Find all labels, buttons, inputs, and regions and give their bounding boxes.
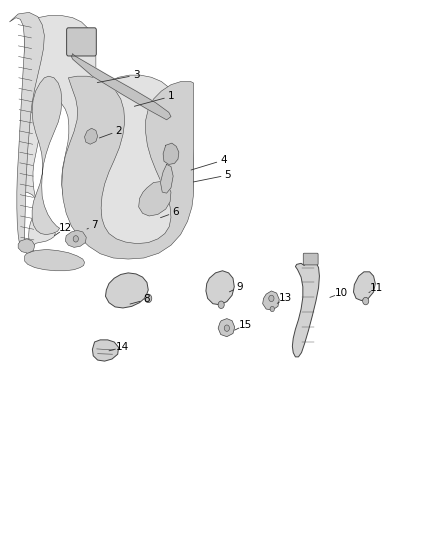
Polygon shape — [62, 76, 194, 259]
Text: 1: 1 — [168, 91, 174, 101]
Circle shape — [145, 294, 152, 303]
FancyBboxPatch shape — [303, 253, 318, 265]
Circle shape — [269, 295, 274, 302]
Polygon shape — [139, 181, 171, 216]
Polygon shape — [160, 165, 173, 193]
Text: 4: 4 — [220, 155, 227, 165]
Polygon shape — [292, 260, 319, 357]
Polygon shape — [218, 319, 235, 337]
FancyBboxPatch shape — [67, 28, 96, 56]
Polygon shape — [18, 239, 35, 253]
Text: 10: 10 — [335, 288, 348, 298]
Text: 9: 9 — [237, 282, 243, 292]
Polygon shape — [25, 15, 194, 247]
Text: 6: 6 — [172, 207, 179, 217]
Polygon shape — [106, 273, 148, 308]
Polygon shape — [25, 249, 85, 271]
Text: 15: 15 — [239, 320, 252, 330]
Text: 8: 8 — [144, 294, 150, 304]
Circle shape — [218, 301, 224, 309]
Circle shape — [363, 297, 369, 305]
Text: 3: 3 — [133, 70, 139, 80]
Polygon shape — [65, 230, 86, 247]
Circle shape — [73, 236, 78, 242]
Text: 14: 14 — [116, 342, 129, 352]
Circle shape — [270, 306, 275, 312]
Polygon shape — [10, 12, 44, 245]
Text: 13: 13 — [279, 293, 292, 303]
Text: 11: 11 — [370, 283, 383, 293]
Polygon shape — [92, 340, 119, 361]
Text: 7: 7 — [91, 220, 98, 230]
Text: 5: 5 — [224, 170, 231, 180]
Text: 12: 12 — [59, 223, 72, 233]
Polygon shape — [353, 272, 375, 301]
Polygon shape — [85, 128, 98, 144]
Polygon shape — [32, 76, 62, 235]
Circle shape — [224, 325, 230, 332]
Polygon shape — [71, 54, 171, 120]
Polygon shape — [206, 271, 234, 305]
Polygon shape — [263, 291, 279, 310]
Polygon shape — [163, 143, 179, 165]
Text: 2: 2 — [115, 126, 122, 136]
